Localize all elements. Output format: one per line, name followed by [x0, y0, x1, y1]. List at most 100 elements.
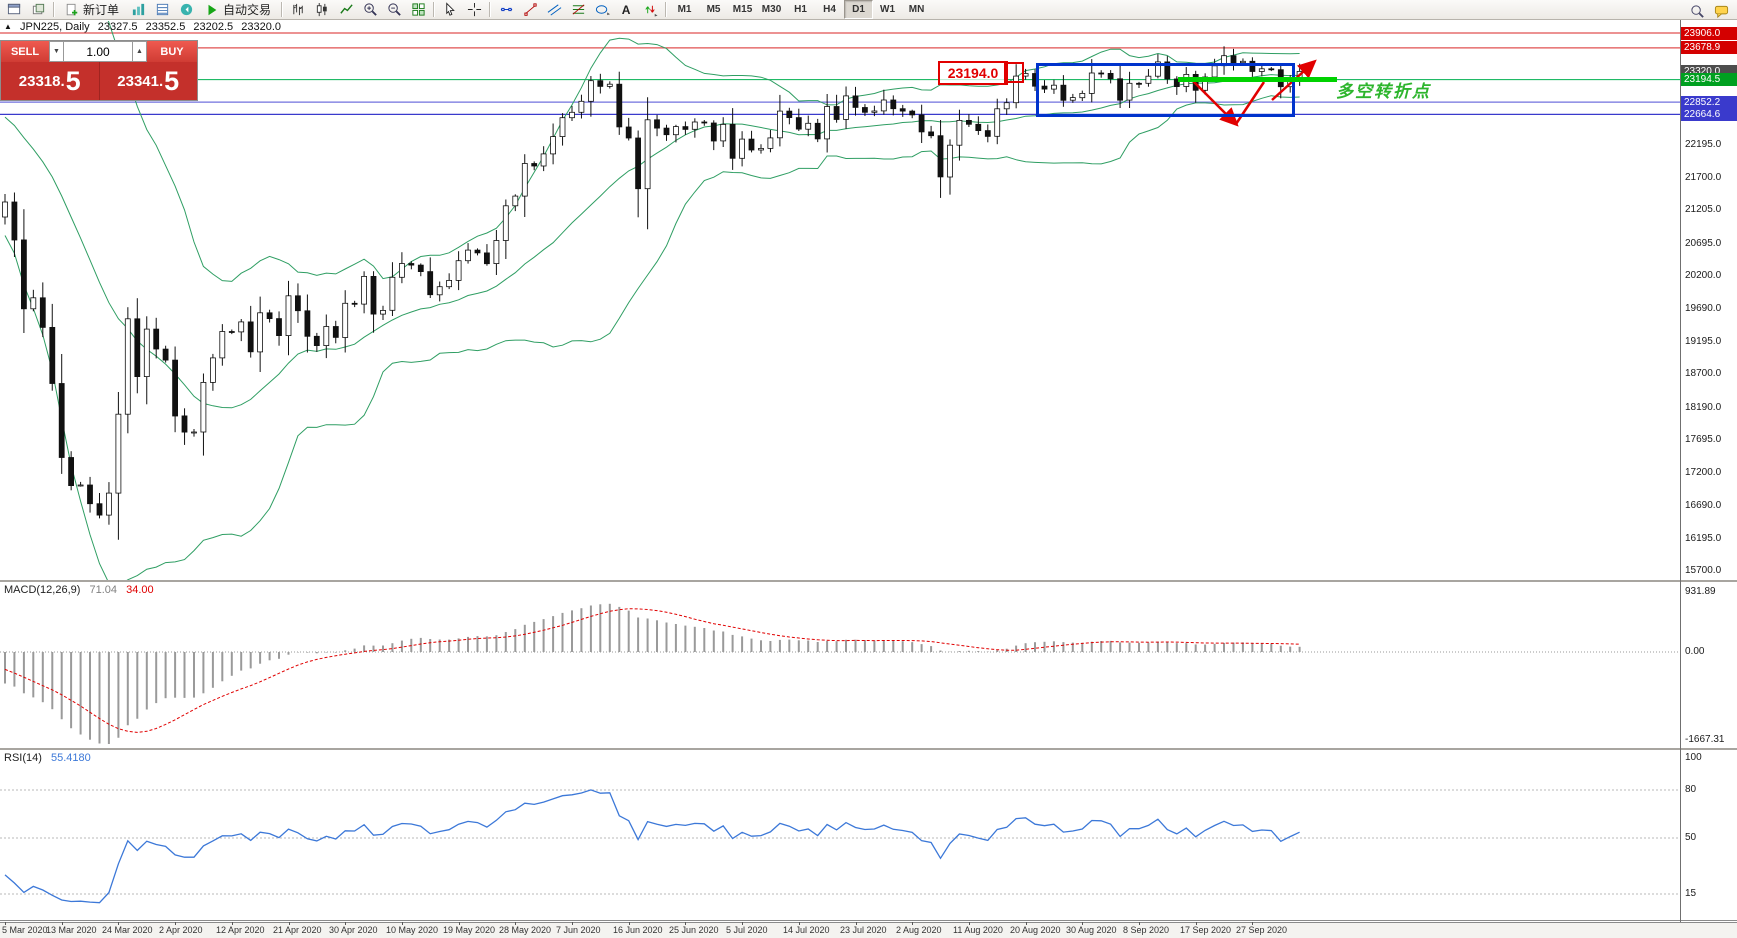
- channel-icon[interactable]: [542, 0, 566, 20]
- time-axis-tick: [1196, 922, 1197, 925]
- toolbar-right: [1685, 1, 1733, 21]
- pivot-level-line[interactable]: [1178, 77, 1337, 82]
- price-tag: 23194.5: [1681, 73, 1737, 86]
- zoom-in-icon[interactable]: [358, 0, 382, 20]
- timeframe-button-M1[interactable]: M1: [677, 4, 692, 15]
- crosshair-icon[interactable]: [462, 0, 486, 20]
- ohlc-high: 23352.5: [145, 21, 186, 33]
- price-axis-label: 20695.0: [1685, 238, 1722, 249]
- time-axis-tick: [175, 922, 176, 925]
- volume-down-button[interactable]: ▼: [49, 41, 64, 62]
- time-axis-tick: [459, 922, 460, 925]
- timeframe-button-M15[interactable]: M15: [732, 4, 753, 15]
- consolidation-rectangle[interactable]: [1036, 63, 1295, 117]
- small-annotation-box[interactable]: [1004, 62, 1024, 83]
- window-icon[interactable]: [2, 0, 26, 20]
- buy-button[interactable]: BUY: [147, 41, 197, 62]
- time-axis-label: 21 Apr 2020: [273, 925, 322, 935]
- time-axis-tick: [685, 922, 686, 925]
- time-axis-label: 5 Jul 2020: [726, 925, 768, 935]
- timeframe-button-D1[interactable]: D1: [844, 0, 874, 19]
- rsi-value: 55.4180: [50, 752, 91, 764]
- price-axis-label: 16690.0: [1685, 500, 1722, 511]
- bars-chart-icon[interactable]: [286, 0, 310, 20]
- sell-price-big-digit: 5: [65, 65, 81, 96]
- market-watch-icon[interactable]: [126, 0, 150, 20]
- macd-axis-label: 931.89: [1685, 586, 1716, 597]
- timeframe-button-M30[interactable]: M30: [761, 4, 782, 15]
- price-axis-line: [1680, 20, 1681, 922]
- price-tag: 23906.0: [1681, 27, 1737, 40]
- trendline-icon[interactable]: [518, 0, 542, 20]
- toolbar-separator: [53, 2, 55, 17]
- time-axis-label: 16 Jun 2020: [613, 925, 663, 935]
- panel-separator-rsi[interactable]: [0, 748, 1737, 750]
- zoom-out-icon[interactable]: [382, 0, 406, 20]
- time-axis-label: 19 May 2020: [443, 925, 496, 935]
- volume-input[interactable]: [64, 41, 132, 62]
- time-axis-tick: [969, 922, 970, 925]
- data-window-icon[interactable]: [150, 0, 174, 20]
- chat-icon[interactable]: [1709, 1, 1733, 21]
- timeframe-button-W1[interactable]: W1: [880, 4, 896, 15]
- time-axis-label: 24 Mar 2020: [102, 925, 153, 935]
- macd-histogram: [0, 603, 1680, 744]
- bollinger-bands: [4, 21, 1300, 580]
- horizontal-line-icon[interactable]: [494, 0, 518, 20]
- search-icon[interactable]: [1685, 1, 1709, 21]
- pivot-annotation-text[interactable]: 多空转折点: [1336, 82, 1431, 102]
- candles-layer: [2, 46, 1303, 540]
- sound-icon[interactable]: [174, 0, 198, 20]
- price-axis-label: 19690.0: [1685, 303, 1722, 314]
- arrows-icon[interactable]: [638, 0, 662, 20]
- rsi-axis-label: 100: [1685, 752, 1702, 763]
- time-axis-label: 25 Jun 2020: [669, 925, 719, 935]
- price-axis-label: 21205.0: [1685, 204, 1722, 215]
- chart-symbol-period: JPN225, Daily: [19, 21, 90, 33]
- time-axis-tick: [5, 922, 6, 925]
- price-axis-label: 22195.0: [1685, 139, 1722, 150]
- time-axis-tick: [1082, 922, 1083, 925]
- shapes-icon[interactable]: [590, 0, 614, 20]
- time-axis-label: 28 May 2020: [499, 925, 552, 935]
- panel-separator-macd[interactable]: [0, 580, 1737, 582]
- autotrading-button[interactable]: 自动交易: [198, 1, 278, 19]
- time-axis-tick: [289, 922, 290, 925]
- profiles-icon[interactable]: [26, 0, 50, 20]
- price-callout-label[interactable]: 23194.0: [938, 61, 1008, 85]
- time-axis-label: 11 Aug 2020: [953, 925, 1003, 935]
- time-axis[interactable]: [0, 922, 1737, 938]
- line-chart-icon[interactable]: [334, 0, 358, 20]
- one-click-trade-panel: SELL ▼ ▲ BUY 23318.5 23341.5: [0, 40, 198, 101]
- sell-button[interactable]: SELL: [1, 41, 49, 62]
- time-axis-label: 13 Mar 2020: [46, 925, 97, 935]
- price-axis-label: 18700.0: [1685, 368, 1722, 379]
- timeframe-bar: M1 M5 M15 M30 H1 H4 D1 W1 MN: [670, 0, 931, 19]
- candlestick-chart-icon[interactable]: [310, 0, 334, 20]
- text-icon[interactable]: A: [621, 2, 631, 17]
- price-tag: 23678.9: [1681, 41, 1737, 54]
- new-order-button[interactable]: 新订单: [58, 1, 126, 19]
- toolbar: 新订单 自动交易 A M1 M5 M15 M30 H1 H4 D1 W1 MN: [0, 0, 1737, 20]
- time-axis-label: 12 Apr 2020: [216, 925, 265, 935]
- cursor-icon[interactable]: [438, 0, 462, 20]
- timeframe-button-M5[interactable]: M5: [706, 4, 721, 15]
- buy-price[interactable]: 23341. 5: [117, 65, 180, 96]
- time-axis-tick: [1026, 922, 1027, 925]
- price-tag: 22664.6: [1681, 108, 1737, 121]
- volume-up-button[interactable]: ▲: [132, 41, 147, 62]
- chart-marker-icon: ▲: [4, 22, 12, 31]
- time-axis-tick: [799, 922, 800, 925]
- time-axis-label: 5 Mar 2020: [2, 925, 48, 935]
- toolbar-separator: [433, 2, 436, 17]
- timeframe-button-H1[interactable]: H1: [794, 4, 807, 15]
- timeframe-button-MN[interactable]: MN: [908, 4, 925, 15]
- time-axis-label: 2 Aug 2020: [896, 925, 942, 935]
- toolbar-separator: [281, 2, 284, 17]
- fibonacci-icon[interactable]: [566, 0, 590, 20]
- sell-price[interactable]: 23318. 5: [1, 62, 100, 100]
- macd-label: MACD(12,26,9) 71.04 34.00: [4, 584, 154, 596]
- timeframe-button-H4[interactable]: H4: [823, 4, 836, 15]
- time-axis-label: 17 Sep 2020: [1180, 925, 1232, 935]
- indicators-icon[interactable]: [406, 0, 430, 20]
